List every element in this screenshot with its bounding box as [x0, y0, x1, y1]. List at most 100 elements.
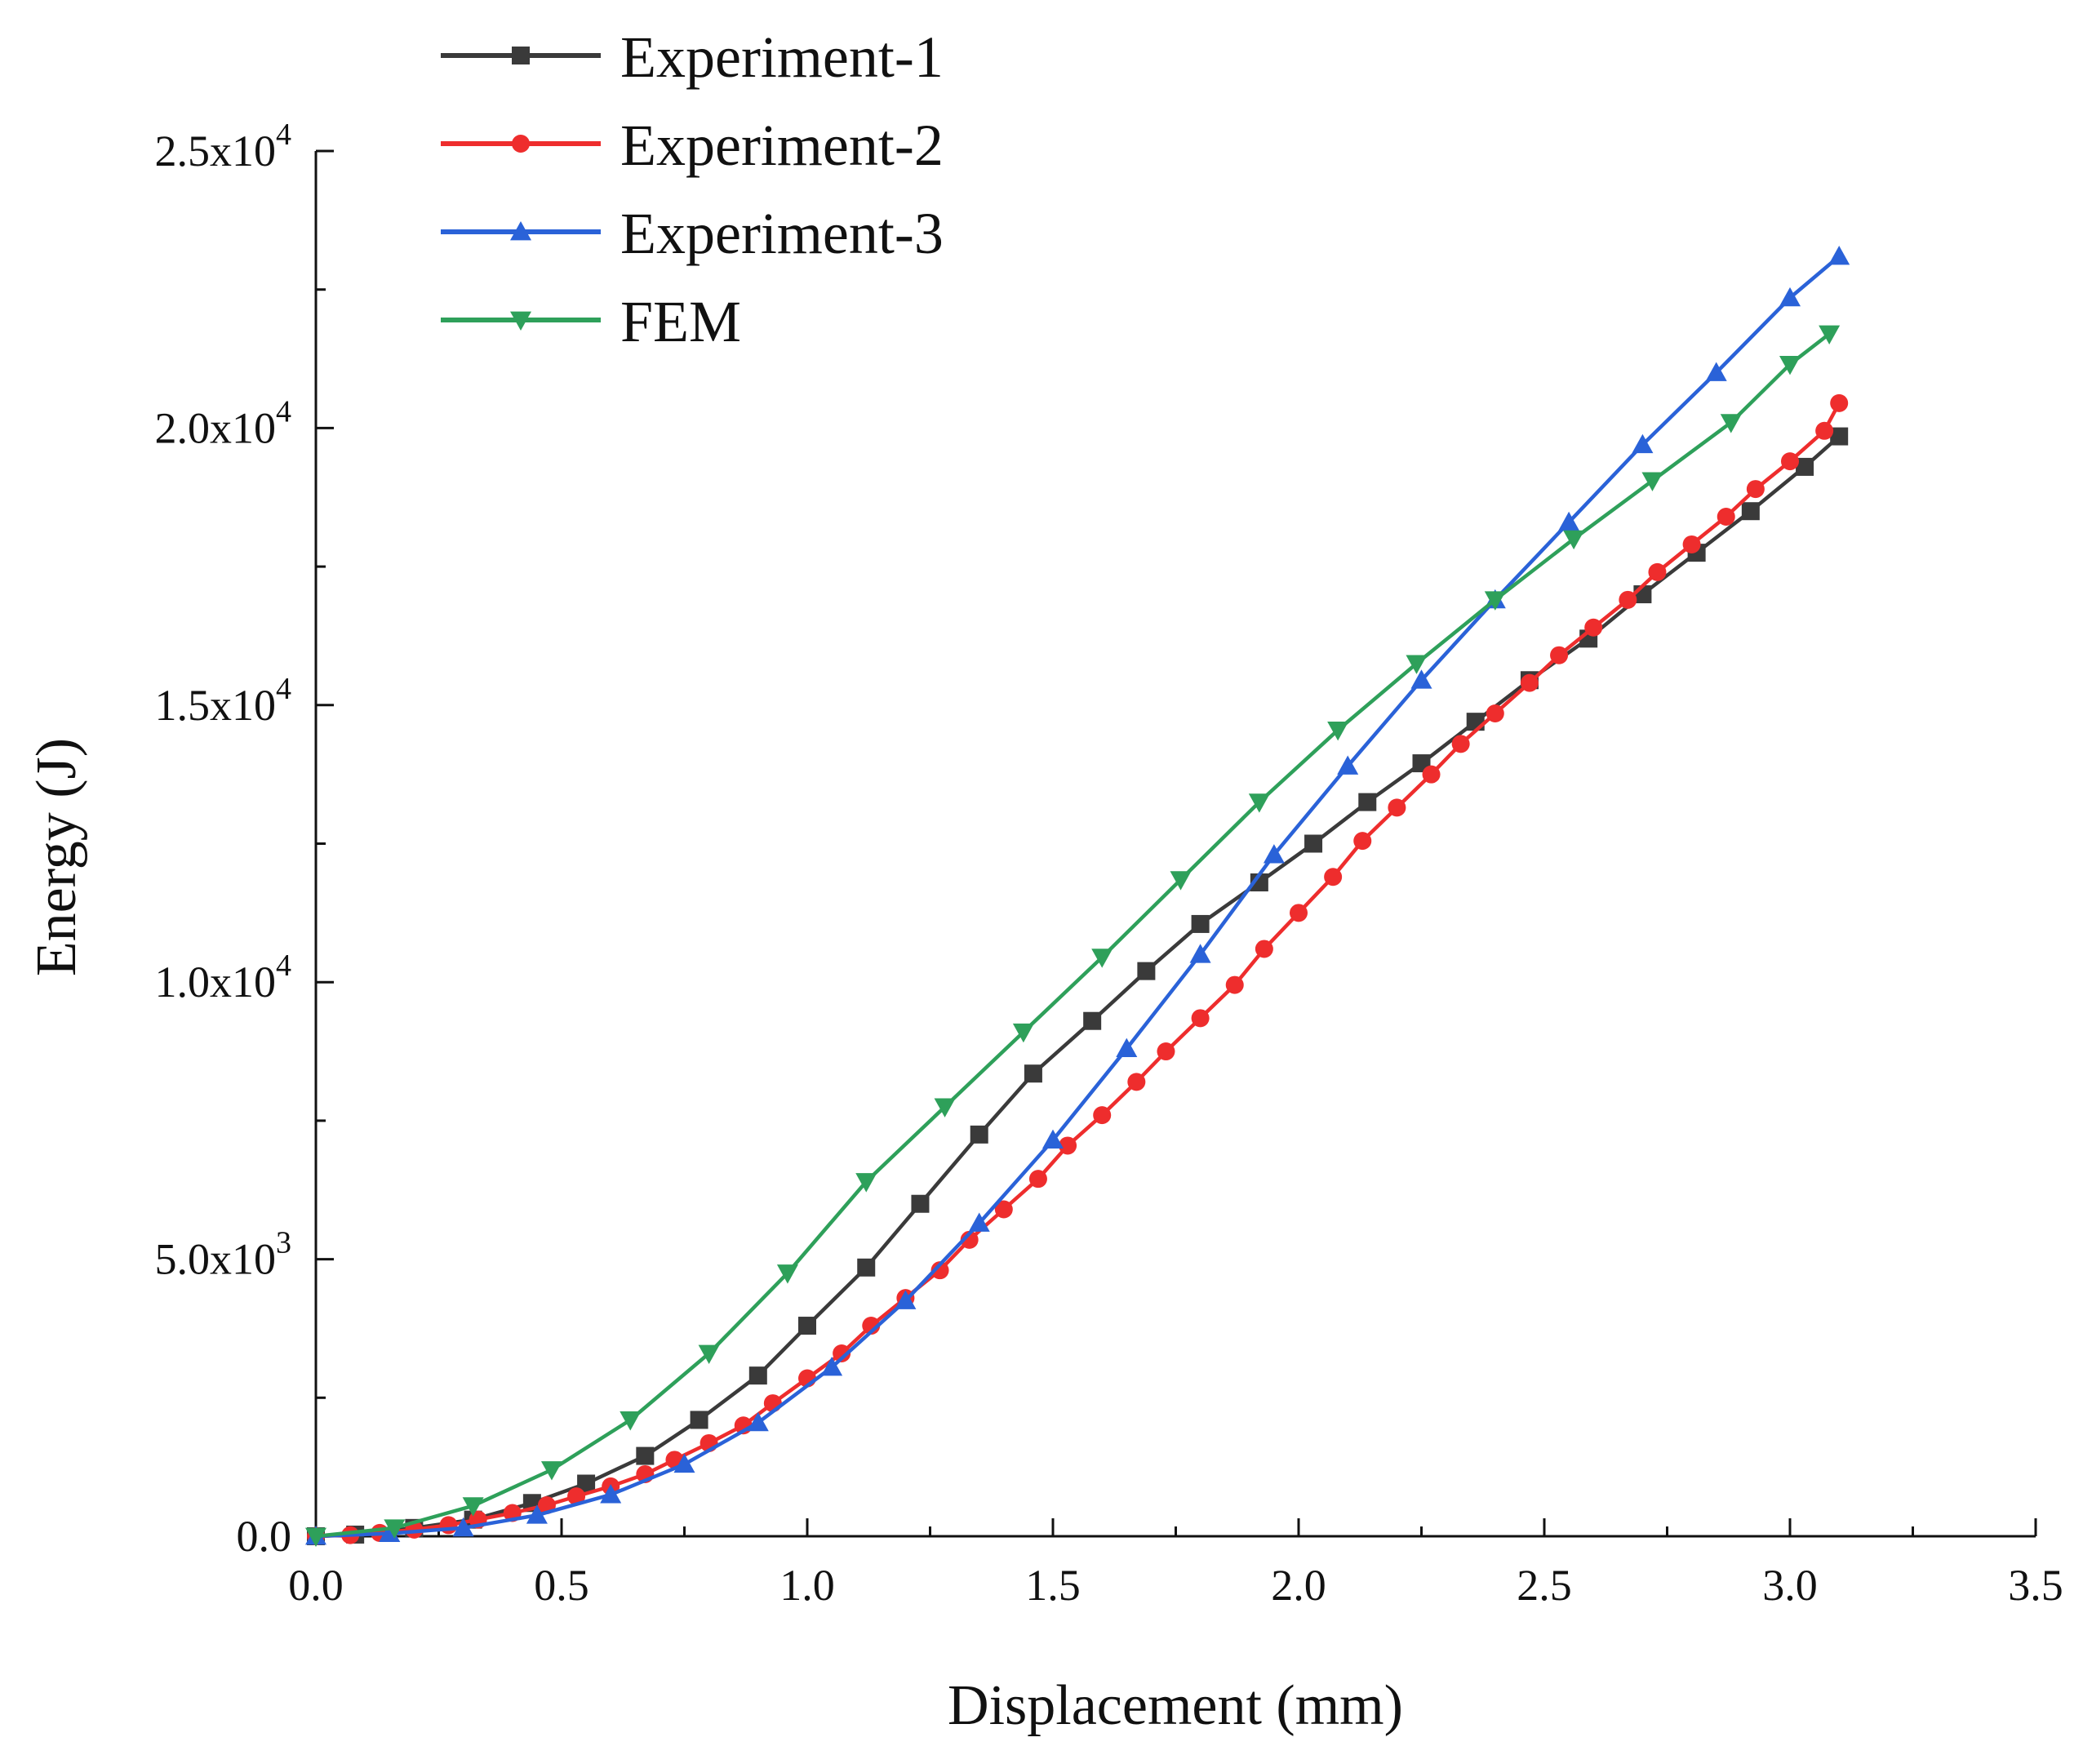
data-point — [1563, 530, 1585, 550]
data-point — [960, 1230, 979, 1249]
y-tick-label: 2.0x104 — [155, 394, 292, 452]
data-point — [1157, 1042, 1175, 1061]
data-point — [1682, 535, 1701, 553]
data-point — [895, 1290, 917, 1309]
data-point — [1042, 1129, 1064, 1149]
data-point — [1422, 765, 1441, 784]
data-point — [1304, 834, 1323, 853]
legend-item: Experiment-2 — [441, 113, 944, 178]
data-point — [855, 1173, 877, 1193]
legend-item: Experiment-3 — [441, 201, 944, 266]
data-point — [1406, 655, 1428, 674]
data-point — [1410, 669, 1432, 689]
data-point — [1746, 480, 1765, 499]
data-point — [510, 221, 531, 241]
data-point — [1091, 949, 1113, 968]
data-point — [1720, 414, 1742, 433]
data-point — [1830, 427, 1849, 446]
data-point — [1584, 618, 1603, 637]
x-tick-label: 3.5 — [2008, 1561, 2063, 1610]
x-tick-label: 3.0 — [1762, 1561, 1818, 1610]
data-point — [857, 1258, 876, 1277]
data-point — [994, 1200, 1013, 1219]
data-point — [1263, 844, 1285, 864]
data-point — [567, 1487, 586, 1506]
data-point — [577, 1474, 596, 1493]
data-point — [1127, 1073, 1146, 1091]
x-tick-label: 2.0 — [1271, 1561, 1326, 1610]
data-point — [968, 1212, 990, 1232]
data-point — [1024, 1064, 1042, 1083]
y-tick-label: 0.0 — [237, 1512, 292, 1561]
data-point — [1116, 1038, 1138, 1058]
data-point — [1388, 798, 1406, 817]
data-point — [833, 1344, 851, 1362]
x-axis-title: Displacement (mm) — [948, 1674, 1403, 1737]
data-point — [1225, 975, 1244, 994]
data-point — [526, 1504, 548, 1524]
y-axis-title: Energy (J) — [25, 738, 88, 976]
data-point — [512, 135, 530, 153]
data-point — [1830, 393, 1849, 412]
series-line — [315, 332, 1831, 1539]
series-layer — [305, 245, 1850, 1547]
x-tick-label: 0.5 — [534, 1561, 589, 1610]
data-point — [1083, 1011, 1102, 1030]
data-point — [747, 1411, 769, 1432]
data-point — [1137, 962, 1156, 980]
data-point — [510, 311, 531, 331]
legend-label: Experiment-2 — [620, 113, 944, 178]
series-line — [315, 434, 1841, 1539]
data-point — [1717, 508, 1735, 527]
legend-label: Experiment-3 — [620, 201, 944, 266]
series-experiment-1 — [307, 427, 1849, 1545]
data-point — [821, 1356, 843, 1376]
data-point — [512, 47, 530, 64]
data-point — [1819, 325, 1841, 345]
series-line — [315, 255, 1841, 1539]
data-point — [1170, 871, 1192, 891]
data-point — [1353, 832, 1372, 851]
data-point — [1191, 1009, 1210, 1028]
data-point — [1486, 704, 1504, 722]
data-point — [600, 1484, 622, 1504]
series-line — [315, 402, 1841, 1539]
data-point — [305, 1527, 326, 1547]
data-point — [1290, 904, 1308, 922]
data-point — [690, 1411, 708, 1429]
series-experiment-2 — [307, 393, 1849, 1545]
data-point — [1781, 452, 1799, 471]
data-point — [1619, 590, 1637, 609]
data-point — [1337, 755, 1359, 775]
data-point — [776, 1264, 798, 1284]
y-tick-label: 5.0x103 — [155, 1226, 292, 1284]
data-point — [1466, 713, 1485, 731]
data-point — [1093, 1106, 1112, 1125]
x-tick-label: 2.5 — [1517, 1561, 1572, 1610]
data-point — [1451, 735, 1470, 753]
data-point — [1558, 511, 1580, 531]
x-tick-label: 1.5 — [1025, 1561, 1081, 1610]
data-point — [1641, 472, 1663, 491]
data-point — [1012, 1023, 1034, 1043]
data-point — [1327, 721, 1349, 741]
legend: Experiment-1 Experiment-2 Experiment-3 FEM — [441, 24, 944, 354]
data-point — [911, 1194, 930, 1213]
data-point — [1648, 562, 1667, 581]
x-tick-label: 0.0 — [288, 1561, 344, 1610]
data-point — [1796, 457, 1814, 476]
data-point — [1248, 793, 1270, 813]
series-experiment-3 — [305, 245, 1850, 1545]
data-point — [1484, 591, 1506, 611]
data-point — [620, 1411, 642, 1431]
data-point — [452, 1517, 474, 1537]
axes: 0.0 0.5 1.0 1.5 2.0 2.5 3.0 3.5 0.0 5.0x103 1.0x10… — [155, 118, 2063, 1610]
data-point — [1255, 940, 1273, 958]
data-point — [1828, 245, 1850, 265]
legend-item: FEM — [441, 289, 741, 354]
data-point — [1191, 914, 1210, 933]
data-point — [1779, 287, 1801, 307]
data-point — [1741, 502, 1760, 521]
